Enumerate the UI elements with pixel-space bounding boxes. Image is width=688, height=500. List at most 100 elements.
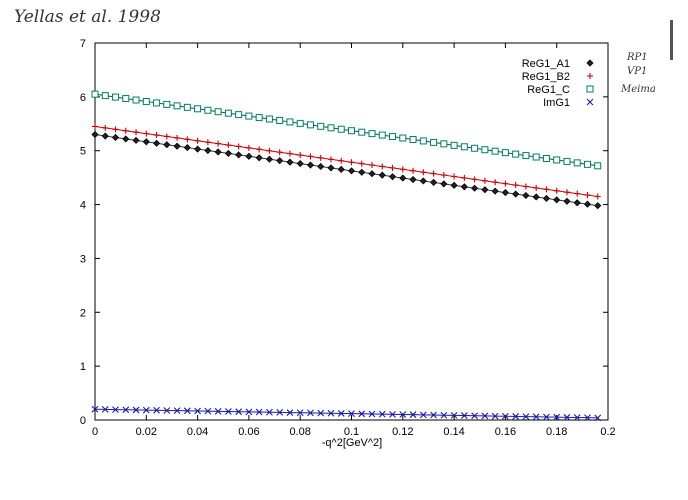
data-point: [255, 408, 263, 416]
data-point: [102, 124, 109, 131]
data-point: [266, 408, 273, 416]
x-tick-label: 0.14: [443, 426, 464, 438]
data-point: [491, 147, 499, 155]
data-point: [235, 143, 242, 150]
data-point: [317, 409, 325, 417]
data-point: [142, 138, 150, 146]
data-point: [112, 126, 119, 133]
series-ImG1: [91, 405, 602, 422]
data-point: [286, 158, 294, 166]
data-point: [111, 133, 120, 142]
data-point: [368, 410, 376, 418]
data-point: [471, 184, 479, 192]
data-point: [235, 111, 243, 119]
data-point: [163, 141, 171, 149]
data-point: [101, 132, 109, 140]
data-point: [502, 412, 509, 420]
data-point: [245, 152, 253, 160]
data-point: [173, 407, 181, 415]
data-point: [194, 105, 202, 113]
data-point: [306, 121, 314, 129]
data-point: [553, 187, 560, 194]
data-point: [286, 150, 293, 157]
data-point: [306, 161, 315, 169]
data-point: [522, 413, 530, 421]
data-point: [460, 143, 468, 151]
series-line: [94, 125, 598, 197]
data-point: [542, 194, 551, 202]
data-point: [430, 138, 438, 146]
data-point: [245, 112, 253, 120]
data-point: [451, 173, 458, 180]
y-tick-label: 4: [80, 200, 86, 212]
data-point: [317, 154, 324, 161]
y-tick-label: 5: [80, 146, 86, 158]
series-ReG1_A1: [91, 130, 602, 210]
data-point: [152, 139, 161, 147]
data-point: [91, 130, 99, 139]
data-point: [512, 182, 519, 189]
data-point: [563, 197, 571, 205]
data-point: [142, 406, 150, 414]
data-point: [481, 146, 489, 154]
data-point: [512, 413, 520, 420]
data-point: [461, 174, 468, 181]
data-point: [553, 196, 561, 204]
data-point: [348, 159, 355, 166]
data-point: [194, 407, 201, 415]
data-point: [563, 189, 570, 196]
data-point: [501, 189, 509, 197]
data-point: [256, 146, 263, 153]
data-point: [481, 412, 489, 420]
data-point: [133, 129, 140, 136]
data-point: [327, 156, 334, 163]
data-point: [153, 406, 160, 414]
data-point: [215, 140, 222, 147]
data-point: [440, 411, 448, 419]
data-point: [410, 167, 417, 174]
data-point: [409, 411, 417, 419]
data-point: [419, 137, 427, 145]
margin-mark: [670, 20, 673, 60]
x-tick-label: 0.1: [344, 426, 359, 438]
data-point: [409, 135, 417, 143]
data-point: [255, 154, 263, 162]
data-point: [553, 156, 561, 164]
data-point: [574, 190, 581, 197]
series-line: [94, 93, 598, 167]
data-point: [296, 119, 304, 127]
data-point: [245, 408, 253, 416]
x-tick-label: 0.04: [187, 426, 208, 438]
data-point: [163, 100, 171, 108]
margin-note-vp1: VP1: [627, 66, 647, 77]
data-point: [296, 409, 304, 417]
data-point: [420, 169, 427, 176]
legend-marker: [586, 85, 594, 93]
data-point: [502, 180, 509, 187]
margin-note-meima: Meima: [620, 84, 656, 95]
data-point: [522, 183, 529, 190]
data-point: [389, 133, 397, 141]
data-point: [214, 148, 222, 156]
data-point: [224, 149, 232, 157]
y-tick-label: 0: [80, 415, 86, 427]
data-point: [184, 136, 191, 143]
data-point: [286, 409, 294, 416]
series-ReG1_B2: [92, 123, 601, 200]
data-point: [491, 412, 499, 420]
series-ReG1_C: [91, 90, 602, 170]
x-tick-label: 0.06: [238, 426, 259, 438]
data-point: [522, 152, 530, 160]
y-tick-label: 3: [80, 253, 86, 265]
data-point: [347, 167, 356, 175]
x-tick-label: 0.16: [495, 426, 516, 438]
series-layer: [91, 90, 602, 422]
y-tick-label: 6: [80, 92, 86, 104]
data-point: [224, 408, 232, 415]
data-point: [594, 162, 602, 170]
data-point: [163, 133, 170, 140]
legend-label: ReG1_C: [527, 84, 570, 96]
data-point: [337, 125, 345, 133]
legend-marker: [587, 73, 593, 79]
